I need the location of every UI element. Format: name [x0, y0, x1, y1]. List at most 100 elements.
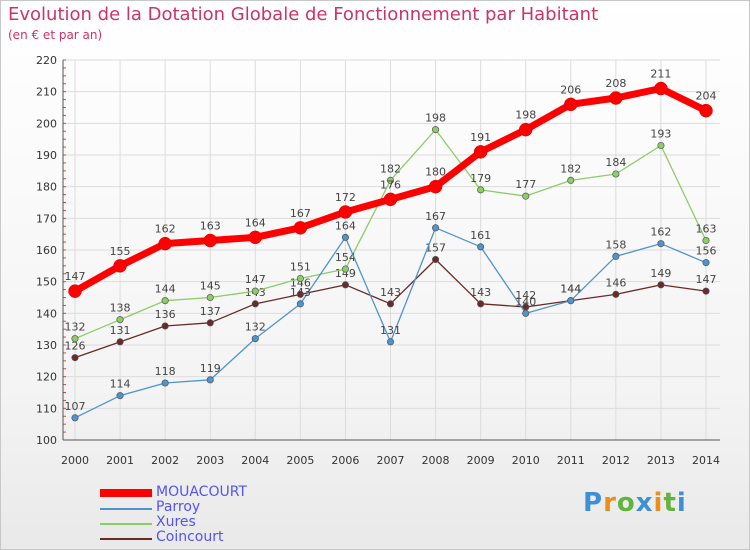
- data-point-xures: [116, 316, 124, 324]
- data-point-mouacourt: [518, 122, 533, 137]
- data-point-coincourt: [296, 290, 304, 298]
- data-label-mouacourt: 162: [155, 223, 176, 236]
- legend-label-mouacourt: MOUACOURT: [156, 484, 247, 500]
- data-point-parroy: [702, 259, 710, 267]
- data-label-xures: 182: [380, 162, 401, 175]
- legend-swatch-mouacourt: [100, 489, 152, 497]
- data-point-xures: [612, 170, 620, 178]
- y-tick-label: 130: [36, 339, 57, 352]
- data-label-xures: 177: [515, 178, 536, 191]
- logo-letter: x: [635, 488, 654, 518]
- data-point-parroy: [477, 243, 485, 251]
- y-tick-label: 220: [36, 54, 57, 67]
- data-label-xures: 132: [65, 321, 86, 334]
- data-point-coincourt: [251, 300, 259, 308]
- data-point-parroy: [341, 233, 349, 241]
- data-label-xures: 184: [605, 156, 626, 169]
- chart-title: Evolution de la Dotation Globale de Fonc…: [8, 4, 599, 25]
- data-label-mouacourt: 208: [605, 77, 626, 90]
- data-label-parroy: 119: [200, 362, 221, 375]
- data-point-coincourt: [657, 281, 665, 289]
- data-label-coincourt: 142: [515, 289, 536, 302]
- x-tick-label: 2014: [692, 454, 720, 467]
- data-point-parroy: [432, 224, 440, 232]
- data-point-coincourt: [116, 338, 124, 346]
- data-point-mouacourt: [248, 230, 263, 245]
- data-label-mouacourt: 191: [470, 131, 491, 144]
- y-tick-label: 160: [36, 244, 57, 257]
- data-label-mouacourt: 155: [110, 245, 131, 258]
- data-point-xures: [341, 265, 349, 273]
- x-tick-label: 2007: [377, 454, 405, 467]
- data-label-parroy: 131: [380, 324, 401, 337]
- data-label-mouacourt: 147: [65, 270, 86, 283]
- logo-letter: P: [583, 488, 604, 518]
- data-point-xures: [386, 176, 395, 184]
- data-label-xures: 138: [110, 302, 131, 315]
- legend-swatch-parroy: [100, 508, 152, 510]
- data-label-parroy: 167: [425, 210, 446, 223]
- y-tick-label: 140: [36, 307, 57, 320]
- x-tick-label: 2002: [151, 454, 179, 467]
- data-label-mouacourt: 198: [515, 109, 536, 122]
- x-tick-label: 2004: [241, 454, 269, 467]
- data-label-parroy: 114: [110, 378, 131, 391]
- legend-swatch-coincourt: [100, 538, 152, 540]
- data-point-coincourt: [612, 290, 620, 298]
- data-point-parroy: [161, 379, 169, 387]
- data-label-mouacourt: 163: [200, 220, 221, 233]
- data-label-mouacourt: 172: [335, 191, 356, 204]
- data-label-xures: 147: [245, 273, 266, 286]
- data-point-mouacourt: [654, 81, 668, 96]
- data-label-coincourt: 136: [155, 308, 176, 321]
- data-label-parroy: 107: [65, 400, 86, 413]
- y-tick-label: 190: [36, 149, 57, 162]
- data-point-coincourt: [161, 322, 169, 330]
- data-point-xures: [432, 126, 440, 134]
- x-tick-label: 2013: [647, 454, 675, 467]
- data-label-parroy: 156: [696, 245, 717, 258]
- data-label-xures: 179: [470, 172, 491, 185]
- data-label-coincourt: 146: [605, 276, 626, 289]
- x-tick-label: 2006: [331, 454, 359, 467]
- x-tick-label: 2000: [61, 454, 89, 467]
- data-point-parroy: [522, 309, 530, 317]
- data-point-xures: [522, 192, 530, 200]
- data-point-parroy: [206, 376, 214, 384]
- x-tick-label: 2001: [106, 454, 134, 467]
- data-point-coincourt: [477, 300, 485, 308]
- data-point-coincourt: [386, 300, 395, 308]
- data-label-parroy: 158: [605, 238, 626, 251]
- data-point-parroy: [612, 252, 620, 260]
- data-label-mouacourt: 211: [650, 68, 671, 81]
- data-label-coincourt: 157: [425, 242, 446, 255]
- data-label-coincourt: 144: [560, 283, 581, 296]
- data-label-coincourt: 137: [200, 305, 221, 318]
- data-label-mouacourt: 204: [696, 90, 717, 103]
- data-point-xures: [477, 186, 485, 194]
- data-label-xures: 198: [425, 112, 446, 125]
- y-tick-label: 120: [36, 371, 57, 384]
- y-tick-label: 210: [36, 86, 57, 99]
- legend-label-coincourt: Coincourt: [156, 529, 224, 545]
- data-label-coincourt: 126: [65, 340, 86, 353]
- data-point-parroy: [251, 335, 259, 343]
- x-tick-label: 2012: [602, 454, 630, 467]
- x-tick-label: 2003: [196, 454, 224, 467]
- y-tick-label: 200: [36, 117, 57, 130]
- data-label-coincourt: 147: [696, 273, 717, 286]
- y-tick-label: 170: [36, 212, 57, 225]
- data-label-mouacourt: 167: [290, 207, 311, 220]
- data-label-coincourt: 149: [650, 267, 671, 280]
- data-label-coincourt: 143: [470, 286, 491, 299]
- x-tick-label: 2010: [512, 454, 540, 467]
- data-label-parroy: 144: [560, 283, 581, 296]
- data-label-mouacourt: 176: [380, 178, 401, 191]
- data-label-parroy: 118: [155, 365, 176, 378]
- data-point-xures: [161, 297, 169, 305]
- data-point-mouacourt: [699, 103, 713, 118]
- data-label-xures: 193: [650, 128, 671, 141]
- data-point-mouacourt: [338, 205, 353, 219]
- logo-letter: r: [603, 488, 617, 518]
- data-point-xures: [71, 335, 79, 343]
